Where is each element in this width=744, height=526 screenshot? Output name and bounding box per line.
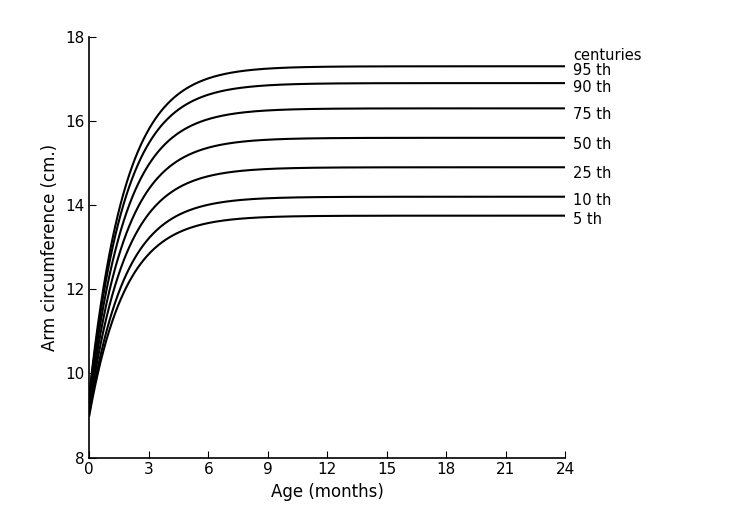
X-axis label: Age (months): Age (months) bbox=[271, 483, 384, 501]
Text: 25 th: 25 th bbox=[573, 166, 612, 181]
Text: 75 th: 75 th bbox=[573, 107, 612, 122]
Text: 50 th: 50 th bbox=[573, 137, 612, 151]
Text: centuries: centuries bbox=[573, 48, 641, 63]
Text: 10 th: 10 th bbox=[573, 194, 612, 208]
Text: 5 th: 5 th bbox=[573, 213, 602, 227]
Text: 95 th: 95 th bbox=[573, 63, 611, 78]
Text: 90 th: 90 th bbox=[573, 80, 612, 95]
Y-axis label: Arm circumference (cm.): Arm circumference (cm.) bbox=[42, 144, 60, 351]
